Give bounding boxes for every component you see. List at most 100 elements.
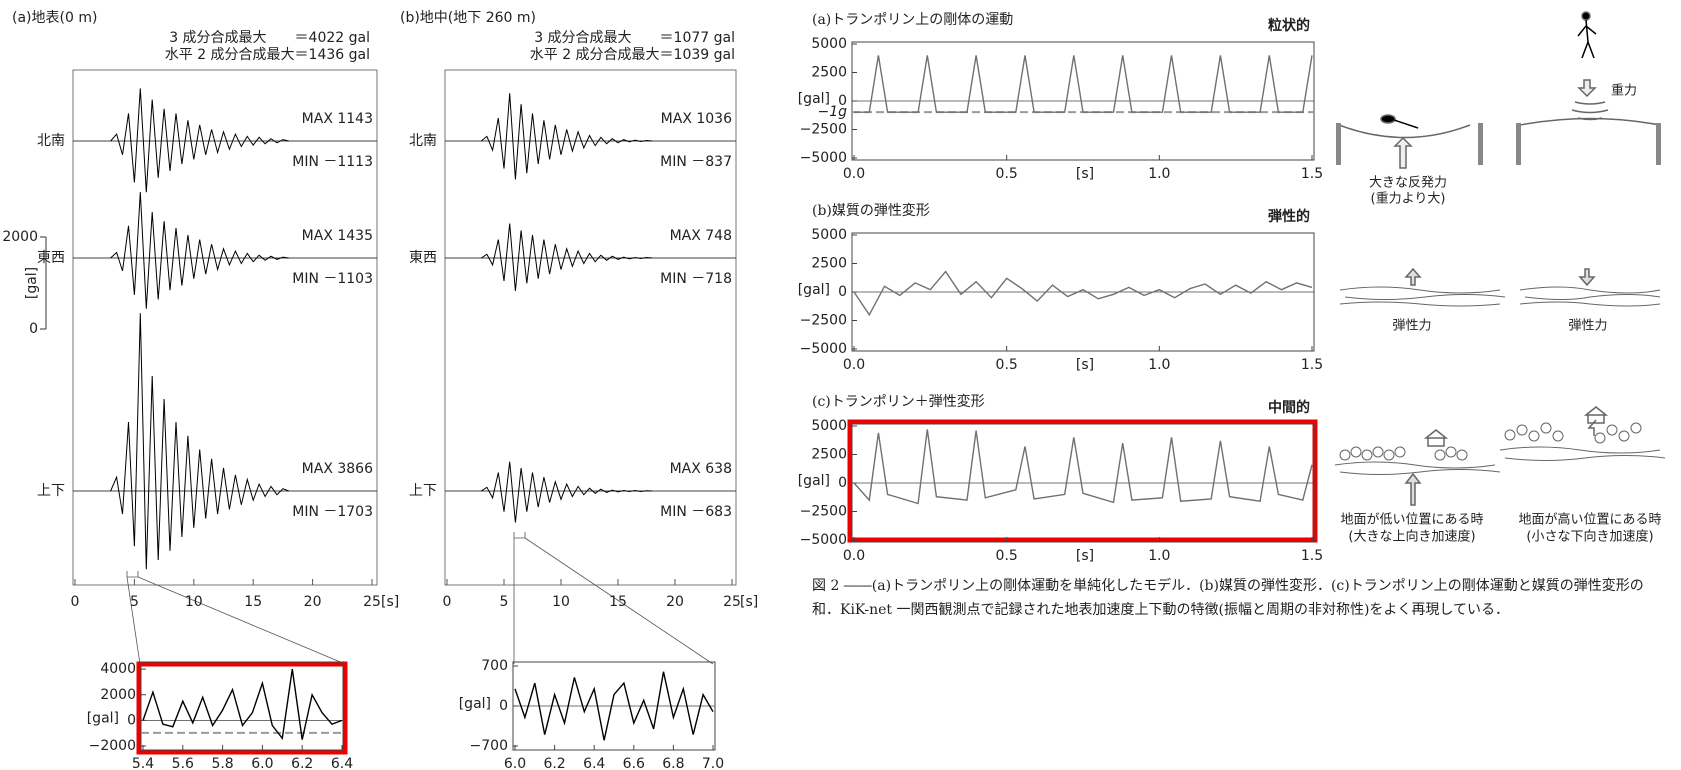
trace	[480, 461, 653, 523]
y-axis-label: [gal]	[798, 282, 830, 298]
trace	[480, 223, 653, 292]
y-tick-label: −2500	[800, 313, 847, 329]
reaction-arrow	[1393, 136, 1413, 169]
house	[1423, 429, 1449, 447]
person	[1581, 11, 1591, 21]
trace	[110, 88, 289, 193]
x-tick-label: 0.0	[843, 166, 865, 182]
x-tick-label: 5.6	[172, 756, 194, 770]
trace	[480, 93, 653, 180]
max-label: MAX 748	[670, 228, 732, 244]
x-tick-label: 0	[443, 594, 452, 610]
x-tick-label: 6.4	[331, 756, 353, 770]
caption: 図 2 ――(a)トランポリン上の剛体運動を単純化したモデル．(b)媒質の弾性変…	[812, 578, 1644, 618]
min-label: MIN －718	[660, 271, 732, 287]
y-tick-label: 0	[838, 475, 847, 491]
y-tick-label: 2500	[811, 256, 847, 272]
illus-label: 地面が高い位置にある時	[1518, 512, 1661, 528]
max-label: MAX 1143	[302, 111, 373, 127]
y-tick-label: 5000	[811, 418, 847, 434]
illus-label: 弾性力	[1392, 319, 1431, 334]
trace	[110, 313, 289, 570]
y-tick-label: 5000	[811, 227, 847, 243]
x-tick-label: 1.5	[1301, 357, 1323, 373]
medium	[1519, 286, 1661, 307]
house	[1583, 406, 1609, 424]
x-tick-label: 6.4	[583, 756, 605, 770]
scale-tick-label: 0	[29, 321, 38, 337]
zoom-connectors	[126, 532, 714, 665]
y-tick-label: 0	[127, 712, 136, 728]
medium	[1334, 461, 1501, 475]
x-tick-label: 15	[609, 594, 627, 610]
x-tick-label: 5	[500, 594, 509, 610]
down-arrow	[1578, 268, 1596, 287]
illus-label: (小さな下向き加速度)	[1526, 529, 1653, 545]
panel-tag: 中間的	[1268, 399, 1310, 416]
person	[1577, 19, 1597, 59]
x-tick-label: 20	[666, 594, 684, 610]
channel-label: 北南	[409, 133, 437, 149]
y-tick-label: 2000	[100, 687, 136, 703]
panel-subtitle: 3 成分合成最大 ＝4022 gal	[169, 30, 370, 46]
highlight-frame	[136, 661, 348, 755]
x-tick-label: 5.8	[211, 756, 233, 770]
post	[1656, 123, 1661, 165]
illus-label: 大きな反発力	[1369, 176, 1447, 191]
x-tick-label: 0.5	[996, 166, 1018, 182]
panel-tag: 粒状的	[1268, 17, 1310, 34]
connector	[137, 576, 346, 665]
line	[854, 55, 1313, 113]
y-axis-label: [gal]	[459, 696, 491, 712]
x-tick-label: 6.0	[251, 756, 273, 770]
x-tick-label: 10	[185, 594, 203, 610]
medium	[1499, 446, 1666, 461]
illus-label: (重力より大)	[1371, 191, 1446, 207]
x-tick-label: 25	[363, 594, 381, 610]
panel-subtitle: 3 成分合成最大 ＝1077 gal	[534, 30, 735, 46]
x-tick-label: 15	[244, 594, 262, 610]
channel-label: 上下	[37, 483, 65, 499]
connector	[524, 537, 714, 665]
y-tick-label: 2500	[811, 65, 847, 81]
y-tick-label: −2500	[800, 122, 847, 138]
post	[1516, 123, 1521, 165]
x-tick-label: 6.0	[504, 756, 526, 770]
down-arrow	[1587, 419, 1597, 436]
trace	[110, 191, 289, 309]
x-tick-label: 1.0	[1148, 166, 1170, 182]
x-tick-label: 6.6	[623, 756, 645, 770]
x-tick-label: 6.2	[291, 756, 313, 770]
trampoline	[1338, 124, 1471, 139]
plot-frame	[444, 69, 737, 586]
x-tick-label: 1.5	[1301, 166, 1323, 182]
x-tick-label: 1.0	[1148, 357, 1170, 373]
panel-title: (b)媒質の弾性変形	[812, 202, 930, 219]
max-label: MAX 638	[670, 461, 732, 477]
x-tick-label: 7.0	[702, 756, 724, 770]
min-label: MIN －1113	[292, 154, 373, 170]
x-axis-label: [s]	[740, 594, 758, 610]
channel-label: 東西	[37, 250, 65, 266]
connector	[126, 576, 141, 665]
max-label: MAX 1435	[302, 228, 373, 244]
x-tick-label: 0.0	[843, 548, 865, 564]
illustrations	[1334, 11, 1666, 506]
x-tick-label: 20	[304, 594, 322, 610]
min-label: MIN －1103	[292, 271, 373, 287]
channel-label: 東西	[409, 250, 437, 266]
min-label: MIN －837	[660, 154, 732, 170]
x-tick-label: 5.4	[132, 756, 154, 770]
y-tick-label: 700	[481, 658, 508, 674]
line	[142, 668, 343, 741]
post	[1478, 123, 1483, 165]
x-axis-label: [s]	[381, 594, 399, 610]
plot-frame	[72, 69, 378, 586]
x-tick-label: 25	[723, 594, 741, 610]
x-tick-label: 1.5	[1301, 548, 1323, 564]
panel-title: (c)トランポリン＋弾性変形	[812, 393, 985, 410]
channel-label: 北南	[37, 133, 65, 149]
y-tick-label: −5000	[800, 532, 847, 548]
y-tick-label: 4000	[100, 661, 136, 677]
